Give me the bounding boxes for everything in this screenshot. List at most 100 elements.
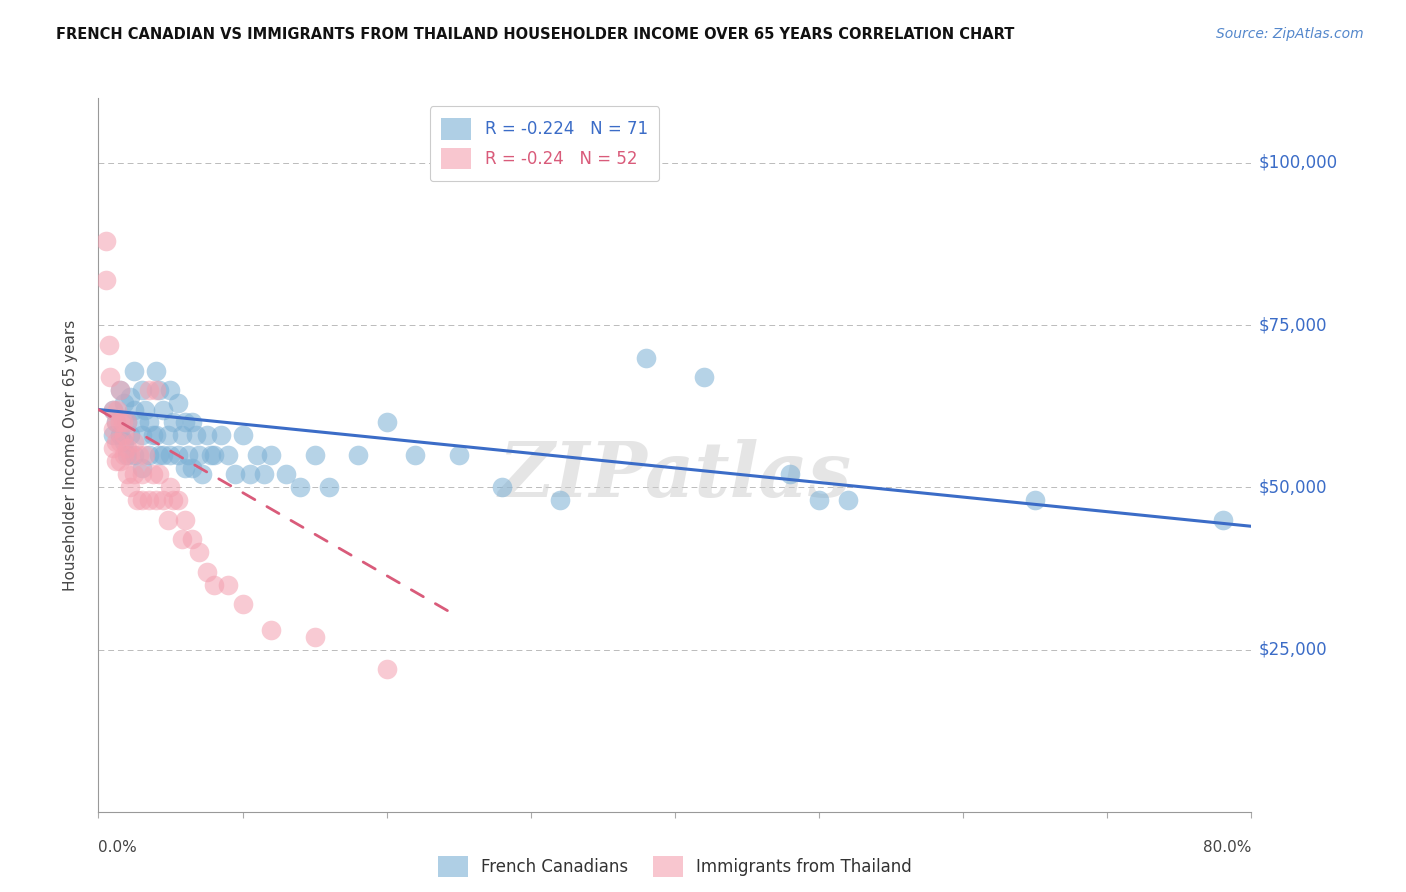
Point <box>304 630 326 644</box>
Point <box>145 428 167 442</box>
Point <box>181 416 204 430</box>
Point <box>200 448 222 462</box>
Point <box>94 234 117 248</box>
Point <box>104 434 127 449</box>
Point <box>152 448 174 462</box>
Point <box>127 493 149 508</box>
Point <box>156 428 179 442</box>
Point <box>104 416 127 430</box>
Text: Source: ZipAtlas.com: Source: ZipAtlas.com <box>1216 27 1364 41</box>
Point <box>124 363 146 377</box>
Point <box>177 448 200 462</box>
Point <box>131 428 153 442</box>
Point <box>108 454 131 468</box>
Point <box>108 428 131 442</box>
Point <box>148 467 170 482</box>
Point <box>138 493 160 508</box>
Point <box>148 383 170 397</box>
Point <box>375 416 398 430</box>
Point <box>405 448 427 462</box>
Point <box>174 416 197 430</box>
Point <box>548 493 571 508</box>
Point <box>104 454 127 468</box>
Point <box>120 448 142 462</box>
Point <box>112 428 135 442</box>
Point <box>231 597 254 611</box>
Point <box>166 396 188 410</box>
Point <box>159 383 181 397</box>
Point <box>174 513 197 527</box>
Point <box>318 480 340 494</box>
Point <box>447 448 470 462</box>
Text: $100,000: $100,000 <box>1258 154 1337 172</box>
Point <box>837 493 859 508</box>
Point <box>202 577 225 591</box>
Point <box>166 493 188 508</box>
Point <box>346 448 368 462</box>
Point <box>105 402 128 417</box>
Point <box>636 351 658 365</box>
Point <box>148 448 170 462</box>
Point <box>120 428 142 442</box>
Point <box>131 383 153 397</box>
Y-axis label: Householder Income Over 65 years: Householder Income Over 65 years <box>63 319 77 591</box>
Point <box>128 416 150 430</box>
Point <box>112 396 135 410</box>
Text: ZIPatlas: ZIPatlas <box>498 440 852 513</box>
Point <box>1212 513 1234 527</box>
Point <box>138 416 160 430</box>
Point <box>375 662 398 676</box>
Point <box>134 448 156 462</box>
Text: 0.0%: 0.0% <box>98 840 138 855</box>
Point <box>188 448 211 462</box>
Point <box>108 434 131 449</box>
Point <box>112 448 135 462</box>
Point <box>807 493 830 508</box>
Point <box>134 402 156 417</box>
Point <box>166 448 188 462</box>
Point <box>1024 493 1046 508</box>
Point <box>131 467 153 482</box>
Text: 80.0%: 80.0% <box>1204 840 1251 855</box>
Point <box>138 383 160 397</box>
Point <box>159 448 181 462</box>
Text: $75,000: $75,000 <box>1258 316 1327 334</box>
Point <box>239 467 262 482</box>
Point <box>217 448 239 462</box>
Point <box>120 480 142 494</box>
Point <box>112 434 135 449</box>
Point <box>108 383 131 397</box>
Point <box>195 428 218 442</box>
Point <box>117 448 138 462</box>
Point <box>191 467 214 482</box>
Point <box>195 565 218 579</box>
Point <box>246 448 269 462</box>
Point <box>108 383 131 397</box>
Point <box>181 533 204 547</box>
Point <box>174 461 197 475</box>
Point <box>779 467 801 482</box>
Point <box>97 337 120 351</box>
Point <box>124 434 146 449</box>
Point <box>693 370 716 384</box>
Point <box>170 533 193 547</box>
Point <box>98 370 121 384</box>
Text: $50,000: $50,000 <box>1258 478 1327 496</box>
Point <box>101 402 124 417</box>
Text: FRENCH CANADIAN VS IMMIGRANTS FROM THAILAND HOUSEHOLDER INCOME OVER 65 YEARS COR: FRENCH CANADIAN VS IMMIGRANTS FROM THAIL… <box>56 27 1015 42</box>
Point <box>260 448 283 462</box>
Point <box>117 416 138 430</box>
Point <box>124 402 146 417</box>
Point <box>145 493 167 508</box>
Point <box>94 273 117 287</box>
Point <box>124 448 146 462</box>
Point <box>170 428 193 442</box>
Text: $25,000: $25,000 <box>1258 640 1327 658</box>
Point <box>274 467 297 482</box>
Point <box>145 363 167 377</box>
Point <box>491 480 513 494</box>
Point <box>145 383 167 397</box>
Point <box>104 416 127 430</box>
Point <box>152 402 174 417</box>
Point <box>290 480 312 494</box>
